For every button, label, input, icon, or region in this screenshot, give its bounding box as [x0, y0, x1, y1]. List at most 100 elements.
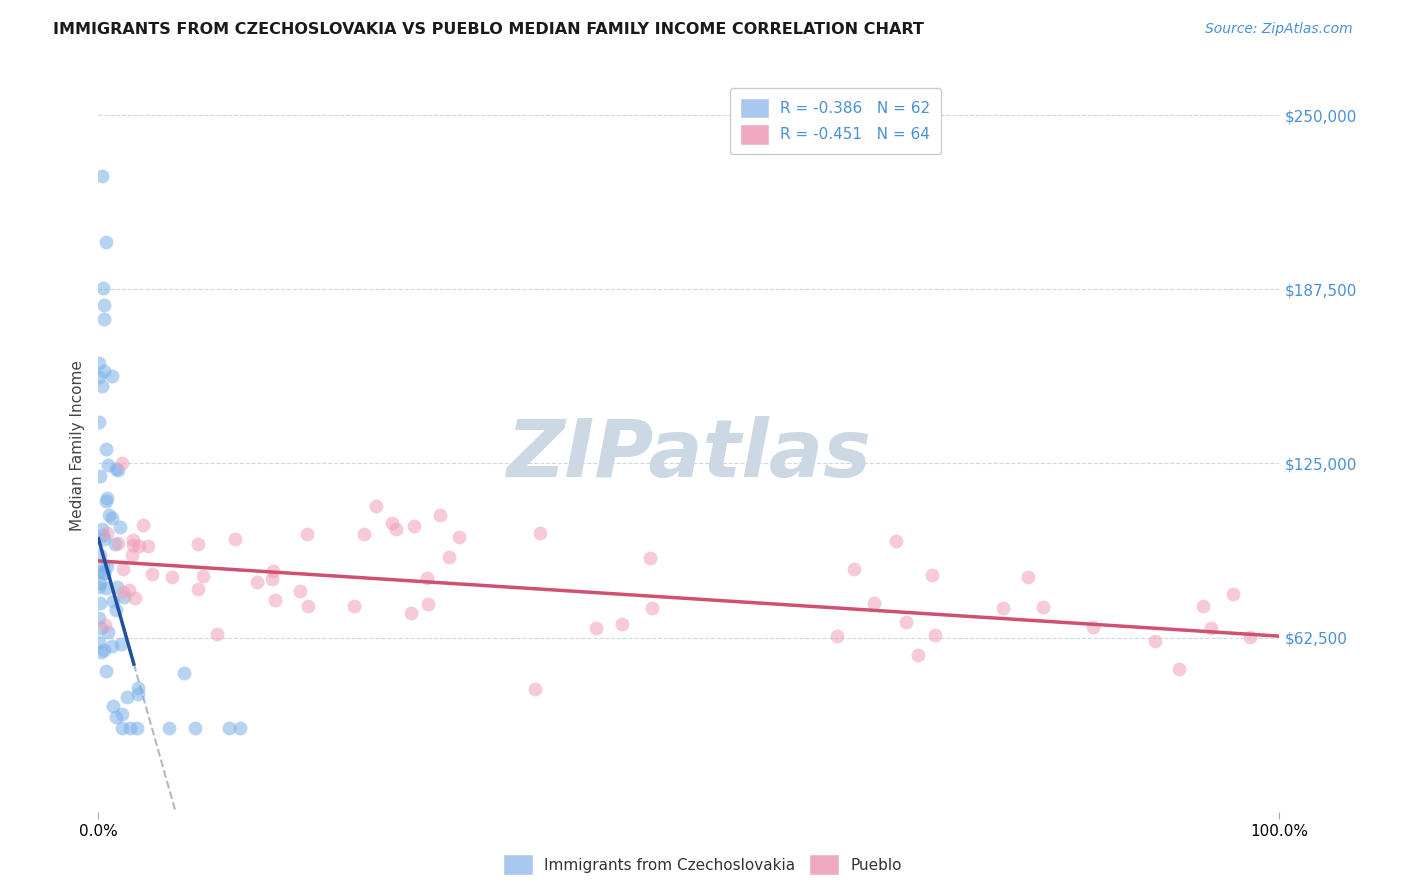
- Legend: Immigrants from Czechoslovakia, Pueblo: Immigrants from Czechoslovakia, Pueblo: [498, 849, 908, 880]
- Point: [97, 624, 120, 639]
- Point: [94, 618, 117, 632]
- Point: [93, 364, 115, 378]
- Point: [159, 721, 181, 735]
- Point: [115, 690, 138, 704]
- Text: IMMIGRANTS FROM CZECHOSLOVAKIA VS PUEBLO MEDIAN FAMILY INCOME CORRELATION CHART: IMMIGRANTS FROM CZECHOSLOVAKIA VS PUEBLO…: [53, 22, 924, 37]
- Point: [118, 582, 141, 597]
- Legend: R = -0.386   N = 62, R = -0.451   N = 64: R = -0.386 N = 62, R = -0.451 N = 64: [730, 88, 941, 154]
- Point: [173, 666, 195, 681]
- Text: ZIPatlas: ZIPatlas: [506, 416, 872, 494]
- Point: [89, 575, 111, 590]
- Point: [107, 462, 129, 476]
- Point: [104, 537, 127, 551]
- Point: [98, 508, 121, 523]
- Point: [120, 721, 142, 735]
- Point: [121, 533, 143, 547]
- Point: [89, 548, 111, 562]
- Point: [825, 629, 848, 643]
- Point: [862, 596, 884, 610]
- Point: [108, 519, 131, 533]
- Point: [138, 539, 160, 553]
- Point: [884, 533, 907, 548]
- Point: [896, 615, 918, 629]
- Point: [260, 572, 283, 586]
- Point: [87, 611, 110, 625]
- Point: [96, 559, 118, 574]
- Point: [842, 562, 865, 576]
- Point: [187, 537, 209, 551]
- Point: [89, 468, 111, 483]
- Point: [1032, 599, 1054, 614]
- Point: [112, 591, 135, 605]
- Point: [111, 562, 134, 576]
- Point: [111, 707, 134, 722]
- Point: [89, 635, 111, 649]
- Point: [93, 643, 115, 657]
- Point: [91, 281, 114, 295]
- Point: [93, 566, 115, 580]
- Point: [640, 551, 662, 566]
- Point: [96, 525, 118, 540]
- Point: [105, 710, 128, 724]
- Point: [437, 549, 460, 564]
- Point: [124, 591, 146, 605]
- Point: [91, 558, 114, 573]
- Point: [353, 527, 375, 541]
- Point: [96, 491, 118, 506]
- Point: [229, 721, 252, 735]
- Point: [127, 681, 149, 695]
- Point: [1191, 599, 1213, 613]
- Point: [907, 648, 929, 662]
- Point: [96, 235, 118, 250]
- Point: [107, 536, 129, 550]
- Point: [1081, 620, 1104, 634]
- Point: [529, 525, 551, 540]
- Point: [524, 682, 547, 697]
- Point: [641, 600, 664, 615]
- Point: [1168, 662, 1191, 676]
- Point: [1222, 586, 1244, 600]
- Point: [96, 665, 118, 679]
- Point: [381, 516, 404, 530]
- Point: [205, 626, 228, 640]
- Point: [101, 368, 124, 383]
- Point: [96, 442, 118, 456]
- Point: [610, 617, 633, 632]
- Point: [101, 511, 124, 525]
- Point: [364, 499, 387, 513]
- Point: [297, 526, 319, 541]
- Point: [93, 532, 115, 546]
- Point: [128, 539, 150, 553]
- Point: [93, 566, 115, 581]
- Point: [132, 518, 155, 533]
- Point: [162, 570, 184, 584]
- Point: [1017, 570, 1039, 584]
- Point: [141, 567, 163, 582]
- Point: [91, 169, 114, 184]
- Point: [105, 580, 128, 594]
- Point: [993, 600, 1015, 615]
- Point: [449, 530, 471, 544]
- Point: [418, 597, 440, 611]
- Point: [297, 599, 319, 613]
- Point: [96, 493, 118, 508]
- Point: [1199, 621, 1222, 635]
- Point: [93, 311, 115, 326]
- Point: [90, 522, 112, 536]
- Point: [184, 721, 207, 735]
- Point: [218, 721, 240, 735]
- Point: [105, 462, 128, 476]
- Point: [87, 580, 110, 594]
- Point: [97, 458, 120, 472]
- Point: [1144, 633, 1167, 648]
- Point: [90, 378, 112, 392]
- Point: [263, 593, 285, 607]
- Point: [385, 522, 408, 536]
- Point: [121, 548, 143, 562]
- Point: [924, 627, 946, 641]
- Point: [193, 569, 215, 583]
- Point: [127, 687, 149, 701]
- Point: [89, 369, 111, 384]
- Point: [262, 564, 284, 578]
- Point: [187, 582, 209, 596]
